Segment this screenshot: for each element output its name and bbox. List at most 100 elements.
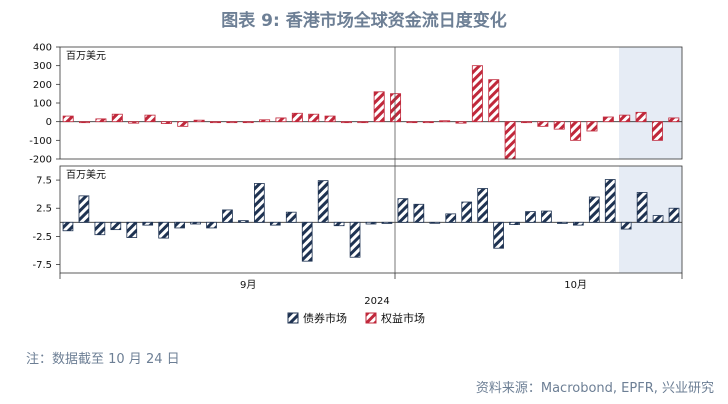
note: 注：数据截至 10 月 24 日 bbox=[26, 352, 180, 367]
bond-bar bbox=[445, 213, 457, 223]
equity-bar bbox=[62, 115, 74, 123]
bottom-ytick-label: -7.5 bbox=[32, 260, 52, 271]
equity-bar bbox=[291, 112, 303, 123]
bond-bar bbox=[301, 221, 313, 262]
legend-label-bond: 债券市场 bbox=[303, 311, 347, 325]
source: 资料来源：Macrobond, EPFR, 兴业研究 bbox=[475, 381, 714, 396]
equity-bar bbox=[668, 117, 680, 123]
bond-bar bbox=[541, 210, 552, 223]
equity-bar bbox=[79, 121, 91, 124]
top-ytick-label: -100 bbox=[29, 136, 52, 147]
bond-bar bbox=[190, 221, 201, 225]
bond-bar bbox=[349, 221, 361, 258]
equity-bar bbox=[504, 121, 516, 160]
equity-bar bbox=[635, 111, 647, 123]
bond-bar bbox=[317, 180, 329, 223]
bond-bar bbox=[206, 221, 217, 229]
bond-bar bbox=[126, 221, 138, 238]
bottom-ytick-label: 2.5 bbox=[36, 204, 52, 215]
equity-bar bbox=[455, 121, 467, 124]
bond-bar bbox=[413, 203, 425, 223]
legend: 债券市场 权益市场 bbox=[287, 311, 425, 325]
bond-bar bbox=[429, 221, 441, 224]
bond-bar bbox=[62, 221, 74, 232]
top-ytick-label: 100 bbox=[33, 99, 52, 110]
highlight-band-top bbox=[619, 47, 682, 159]
equity-bar bbox=[390, 93, 402, 123]
x-year-label: 2024 bbox=[364, 296, 389, 307]
bond-bar bbox=[254, 183, 265, 223]
bond-bar bbox=[142, 221, 154, 226]
bond-bar bbox=[269, 221, 281, 226]
equity-bar bbox=[471, 65, 483, 123]
equity-bar bbox=[553, 121, 565, 130]
bond-bar bbox=[572, 221, 584, 226]
bottom-unit-label: 百万美元 bbox=[66, 168, 106, 181]
bottom-frame bbox=[59, 165, 683, 274]
top-ytick-label: 0 bbox=[46, 117, 52, 128]
bond-bar bbox=[557, 221, 568, 224]
equity-bar bbox=[439, 120, 451, 123]
bond-bar bbox=[174, 221, 185, 229]
bond-bar bbox=[636, 192, 648, 223]
bond-bar bbox=[668, 207, 680, 223]
equity-bar bbox=[160, 121, 172, 124]
bond-bar bbox=[333, 221, 345, 227]
equity-bar bbox=[275, 117, 287, 123]
equity-bar bbox=[308, 113, 320, 123]
equity-bar bbox=[177, 121, 189, 127]
equity-bar bbox=[651, 121, 663, 141]
legend-swatch-equity bbox=[365, 312, 377, 324]
top-ytick-label: -200 bbox=[29, 155, 52, 166]
top-unit-label: 百万美元 bbox=[66, 49, 106, 62]
equity-bar bbox=[570, 121, 582, 141]
equity-bar bbox=[619, 114, 631, 123]
equity-bar bbox=[193, 119, 205, 123]
bond-bar bbox=[525, 211, 536, 223]
top-frame bbox=[59, 46, 683, 160]
bond-bar bbox=[588, 196, 600, 223]
equity-bar bbox=[242, 121, 254, 124]
equity-bar bbox=[111, 113, 123, 123]
equity-bar bbox=[422, 121, 434, 124]
bond-bar bbox=[509, 221, 520, 225]
equity-panel bbox=[60, 65, 682, 160]
equity-bar bbox=[210, 121, 221, 124]
bond-bar bbox=[158, 221, 170, 239]
bond-bar bbox=[461, 201, 473, 223]
legend-swatch-bond bbox=[287, 312, 299, 324]
equity-bar bbox=[95, 118, 107, 123]
bond-bar bbox=[652, 215, 664, 223]
bond-bar bbox=[285, 211, 297, 223]
equity-bar bbox=[259, 119, 271, 123]
x-month-label: 10月 bbox=[564, 279, 587, 291]
legend-label-equity: 权益市场 bbox=[381, 311, 425, 325]
bond-bar bbox=[604, 179, 616, 223]
equity-bar bbox=[324, 115, 336, 123]
bottom-ytick-label: -2.5 bbox=[32, 232, 52, 243]
chart-title: 图表 9: 香港市场全球资金流日度变化 bbox=[221, 11, 507, 31]
bond-bar bbox=[381, 221, 393, 224]
bond-bar bbox=[222, 209, 233, 223]
bond-bar bbox=[493, 221, 504, 249]
equity-bar bbox=[357, 121, 369, 124]
equity-bar bbox=[128, 121, 140, 124]
bond-bar bbox=[110, 221, 122, 231]
bottom-ytick-label: 7.5 bbox=[36, 176, 52, 187]
equity-bar bbox=[521, 121, 532, 124]
bond-bar bbox=[365, 221, 377, 225]
equity-bar bbox=[537, 121, 549, 127]
bond-bar bbox=[238, 220, 249, 223]
equity-bar bbox=[373, 91, 385, 123]
top-ytick-label: 300 bbox=[33, 61, 52, 72]
x-month-label: 9月 bbox=[240, 279, 256, 291]
bond-bar bbox=[78, 195, 90, 223]
equity-bar bbox=[226, 121, 238, 124]
axes: 400 300 200 100 0 -100 -200 百万美元 7.5 2.5 -2.5 -7.5 百… bbox=[29, 43, 683, 307]
bond-panel bbox=[60, 179, 682, 262]
equity-bar bbox=[488, 79, 500, 123]
top-ytick-label: 400 bbox=[33, 43, 52, 54]
bond-bar bbox=[477, 188, 488, 223]
bond-bar bbox=[620, 221, 632, 230]
